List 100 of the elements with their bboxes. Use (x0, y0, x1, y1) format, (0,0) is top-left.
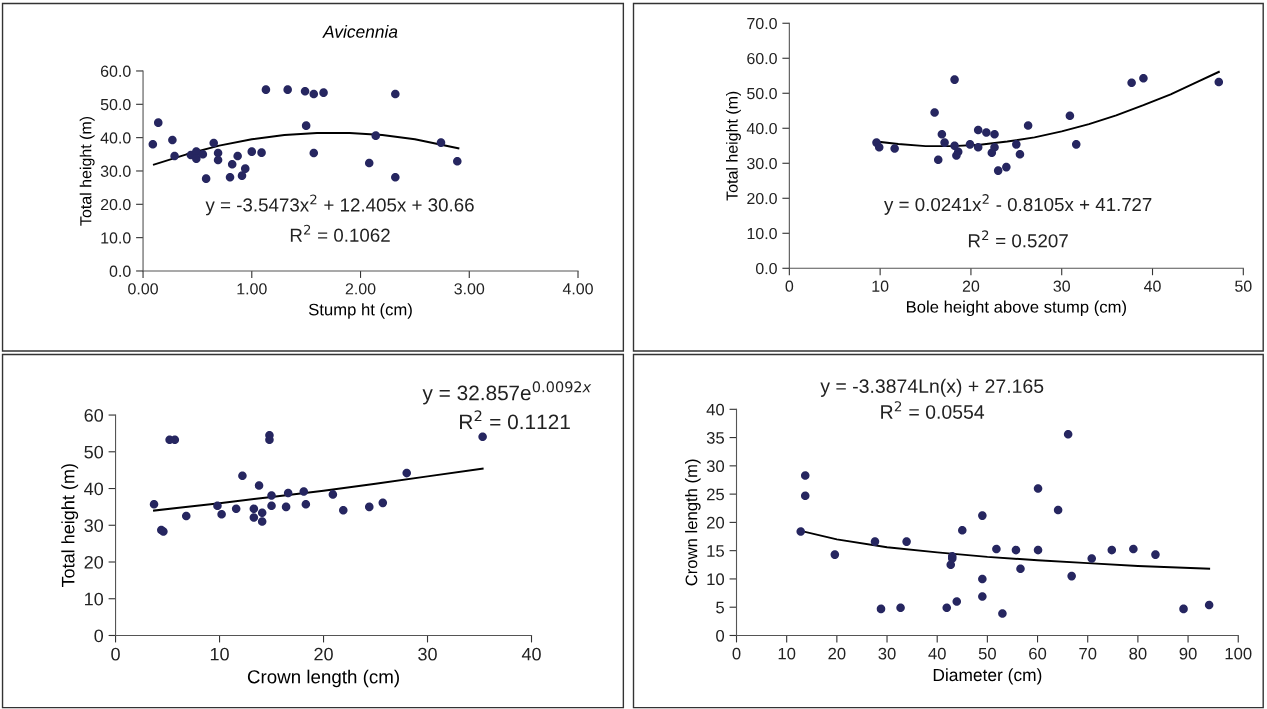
point (1214, 77, 1224, 87)
point (973, 142, 983, 152)
y-tick-label: 40 (706, 403, 725, 416)
y-tick-label: 35 (706, 431, 724, 444)
y-tick-label: 20.0 (100, 198, 131, 211)
x-tick-label: 2.00 (345, 283, 376, 295)
point (940, 138, 949, 147)
x-tick-label: 0.00 (128, 283, 158, 295)
y-tick-label: 0 (94, 629, 104, 643)
point (168, 135, 177, 145)
point (339, 505, 348, 515)
point (254, 481, 264, 490)
x-tick-label: 70 (1079, 647, 1097, 660)
point (876, 604, 886, 614)
annotation: R$^{2}$ = 0.1121 (460, 410, 570, 430)
point (978, 574, 987, 584)
point (181, 511, 191, 521)
point (1011, 545, 1021, 555)
point (240, 164, 250, 173)
point (237, 171, 247, 180)
y-axis-title: Crown length (m) (685, 459, 701, 586)
y-tick-label: 30 (706, 460, 725, 473)
x-axis-title: Stump ht (cm) (308, 303, 412, 319)
annotation: R$^{2}$ = 0.5207 (968, 230, 1068, 248)
y-tick-label: 30.0 (747, 157, 777, 170)
y-axis-title: Total height (m) (79, 116, 95, 226)
point (257, 508, 267, 518)
point (1127, 78, 1136, 88)
y-tick-label: 10.0 (101, 232, 131, 244)
y-tick-label: 0 (716, 629, 725, 642)
point (1012, 140, 1021, 149)
x-tick-label: 10 (210, 647, 229, 661)
point (149, 500, 159, 509)
point (870, 537, 880, 546)
point (227, 160, 237, 169)
point (301, 500, 311, 509)
text: y = -3.3874Ln(x) + 27.165 (820, 378, 1044, 397)
x-tick-label: 4.00 (562, 283, 593, 295)
x-tick-label: 20 (828, 647, 846, 660)
point (225, 173, 235, 182)
point (328, 490, 338, 499)
point (993, 166, 1003, 175)
y-tick-label: 20 (707, 516, 725, 529)
x-tick-label: 30 (418, 647, 437, 661)
point (1071, 140, 1081, 149)
x-axis-title: Diameter (cm) (933, 668, 1042, 685)
y-tick-label: 50.0 (100, 98, 131, 111)
point (950, 141, 959, 151)
x-axis-title: Crown length (cm) (247, 669, 399, 688)
y-tick-label: 60.0 (100, 65, 131, 77)
point (1151, 550, 1160, 559)
x-tick-label: 80 (1129, 647, 1147, 660)
point (217, 509, 226, 519)
point (992, 544, 1001, 554)
point (283, 85, 292, 94)
x-tick-label: 3.00 (454, 283, 485, 295)
x-tick-label: 0 (785, 280, 794, 292)
y-tick-label: 40.0 (100, 132, 131, 144)
point (1063, 429, 1073, 439)
point (1087, 554, 1097, 563)
point (233, 151, 242, 161)
point (238, 471, 247, 480)
y-tick-label: 50 (84, 445, 104, 459)
point (247, 147, 257, 156)
y-tick-label: 15 (707, 545, 724, 557)
y-tick-label: 0.0 (109, 265, 131, 277)
point (309, 148, 319, 158)
x-tick-label: 90 (1179, 647, 1197, 660)
point (1033, 545, 1043, 555)
x-tick-label: 40 (521, 647, 541, 661)
point (371, 131, 381, 140)
point (192, 154, 201, 163)
point (990, 129, 999, 139)
x-tick-label: 50 (1235, 280, 1252, 292)
point (902, 537, 911, 546)
point (365, 502, 374, 512)
y-tick-label: 10.0 (747, 227, 777, 240)
point (213, 155, 223, 165)
point (1107, 545, 1117, 555)
point (978, 592, 987, 601)
point (890, 144, 899, 153)
point (231, 504, 241, 514)
point (942, 603, 952, 613)
point (1015, 149, 1025, 159)
y-tick-label: 25 (707, 488, 724, 501)
x-axis-title: Bole height above stump (cm) (907, 300, 1126, 317)
point (982, 128, 991, 137)
x-tick-label: 30 (878, 647, 896, 660)
point (378, 498, 388, 508)
point (1065, 111, 1075, 120)
y-tick-label: 10 (707, 573, 725, 586)
point (257, 517, 267, 526)
line-series (152, 132, 460, 166)
point (257, 148, 266, 157)
point (1129, 544, 1138, 554)
point (1023, 121, 1033, 130)
point (998, 609, 1007, 618)
point (319, 88, 328, 97)
y-tick-label: 10 (85, 592, 104, 606)
y-tick-label: 60 (84, 408, 104, 422)
